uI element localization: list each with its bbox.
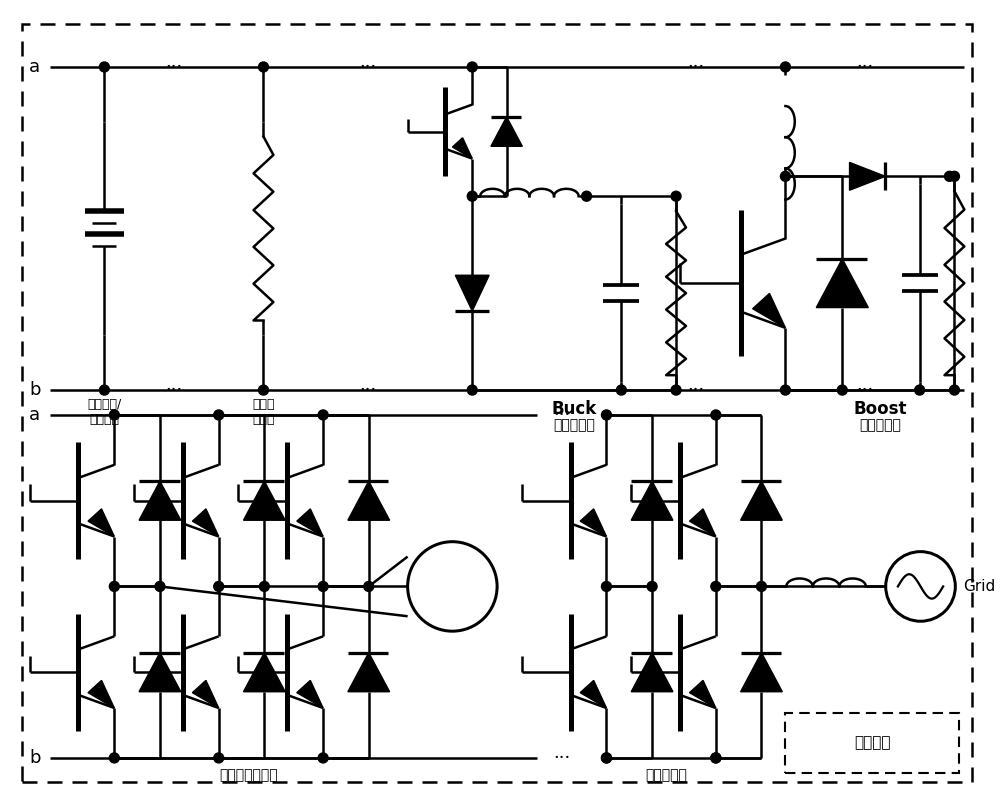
FancyBboxPatch shape <box>785 713 959 773</box>
Circle shape <box>671 191 681 202</box>
Circle shape <box>155 581 165 592</box>
Text: ···: ··· <box>359 381 376 399</box>
Text: ···: ··· <box>553 406 570 424</box>
Text: 升压型电路: 升压型电路 <box>859 418 901 432</box>
Text: ···: ··· <box>553 749 570 767</box>
Circle shape <box>259 581 269 592</box>
Circle shape <box>258 385 268 395</box>
Polygon shape <box>816 259 868 308</box>
Circle shape <box>99 62 109 72</box>
Circle shape <box>601 410 611 420</box>
Polygon shape <box>88 680 114 708</box>
Polygon shape <box>690 680 716 708</box>
Circle shape <box>214 753 224 763</box>
Circle shape <box>601 753 611 763</box>
Polygon shape <box>631 481 673 520</box>
Circle shape <box>258 62 268 72</box>
Circle shape <box>214 410 224 420</box>
Polygon shape <box>348 653 390 692</box>
Circle shape <box>711 581 721 592</box>
Circle shape <box>756 581 766 592</box>
Circle shape <box>837 385 847 395</box>
Text: Boost: Boost <box>853 400 907 418</box>
Polygon shape <box>88 509 114 537</box>
Circle shape <box>109 753 119 763</box>
Circle shape <box>616 385 626 395</box>
Circle shape <box>949 172 959 181</box>
Polygon shape <box>452 138 472 159</box>
Polygon shape <box>348 481 390 520</box>
Polygon shape <box>580 680 606 708</box>
Circle shape <box>601 753 611 763</box>
Circle shape <box>671 385 681 395</box>
Circle shape <box>467 62 477 72</box>
Text: ···: ··· <box>359 58 376 76</box>
Text: ···: ··· <box>165 58 183 76</box>
Circle shape <box>582 191 592 202</box>
Circle shape <box>318 410 328 420</box>
Text: ···: ··· <box>856 58 874 76</box>
Text: 储能电池/
超级电容: 储能电池/ 超级电容 <box>87 398 122 426</box>
Circle shape <box>99 385 109 395</box>
Text: 负载类型: 负载类型 <box>854 736 891 750</box>
Text: 电机驱动逆变器: 电机驱动逆变器 <box>219 768 278 782</box>
Text: b: b <box>29 381 41 399</box>
Text: ···: ··· <box>856 381 874 399</box>
Text: ···: ··· <box>165 381 183 399</box>
Polygon shape <box>690 509 716 537</box>
Circle shape <box>467 385 477 395</box>
Circle shape <box>949 385 959 395</box>
Circle shape <box>318 581 328 592</box>
Polygon shape <box>297 680 323 708</box>
Polygon shape <box>243 481 285 520</box>
Circle shape <box>109 410 119 420</box>
Polygon shape <box>192 509 219 537</box>
Text: Grid: Grid <box>963 579 996 594</box>
Circle shape <box>408 542 497 631</box>
Polygon shape <box>741 653 782 692</box>
Polygon shape <box>753 293 785 328</box>
Circle shape <box>214 581 224 592</box>
Text: a: a <box>29 58 40 76</box>
Text: b: b <box>29 749 41 767</box>
Polygon shape <box>192 680 219 708</box>
Polygon shape <box>491 117 522 147</box>
Circle shape <box>780 62 790 72</box>
Text: 降压型电路: 降压型电路 <box>553 418 595 432</box>
Circle shape <box>601 581 611 592</box>
Polygon shape <box>631 653 673 692</box>
Circle shape <box>711 410 721 420</box>
Circle shape <box>647 581 657 592</box>
Circle shape <box>318 753 328 763</box>
Polygon shape <box>243 653 285 692</box>
Polygon shape <box>850 162 885 190</box>
Text: 并网逆变器: 并网逆变器 <box>645 768 687 782</box>
Text: a: a <box>29 406 40 424</box>
Polygon shape <box>139 481 181 520</box>
Circle shape <box>711 753 721 763</box>
Polygon shape <box>297 509 323 537</box>
Circle shape <box>780 385 790 395</box>
Circle shape <box>915 385 925 395</box>
Polygon shape <box>455 275 489 311</box>
Circle shape <box>886 551 955 621</box>
Circle shape <box>944 172 954 181</box>
Polygon shape <box>139 653 181 692</box>
Text: ···: ··· <box>687 58 705 76</box>
Circle shape <box>467 191 477 202</box>
Text: 直流电
阵负载: 直流电 阵负载 <box>252 398 275 426</box>
Circle shape <box>364 581 374 592</box>
Circle shape <box>780 172 790 181</box>
Polygon shape <box>741 481 782 520</box>
Circle shape <box>109 581 119 592</box>
Circle shape <box>711 753 721 763</box>
Polygon shape <box>580 509 606 537</box>
Text: ···: ··· <box>687 381 705 399</box>
Text: Buck: Buck <box>552 400 597 418</box>
Text: M: M <box>443 577 462 596</box>
